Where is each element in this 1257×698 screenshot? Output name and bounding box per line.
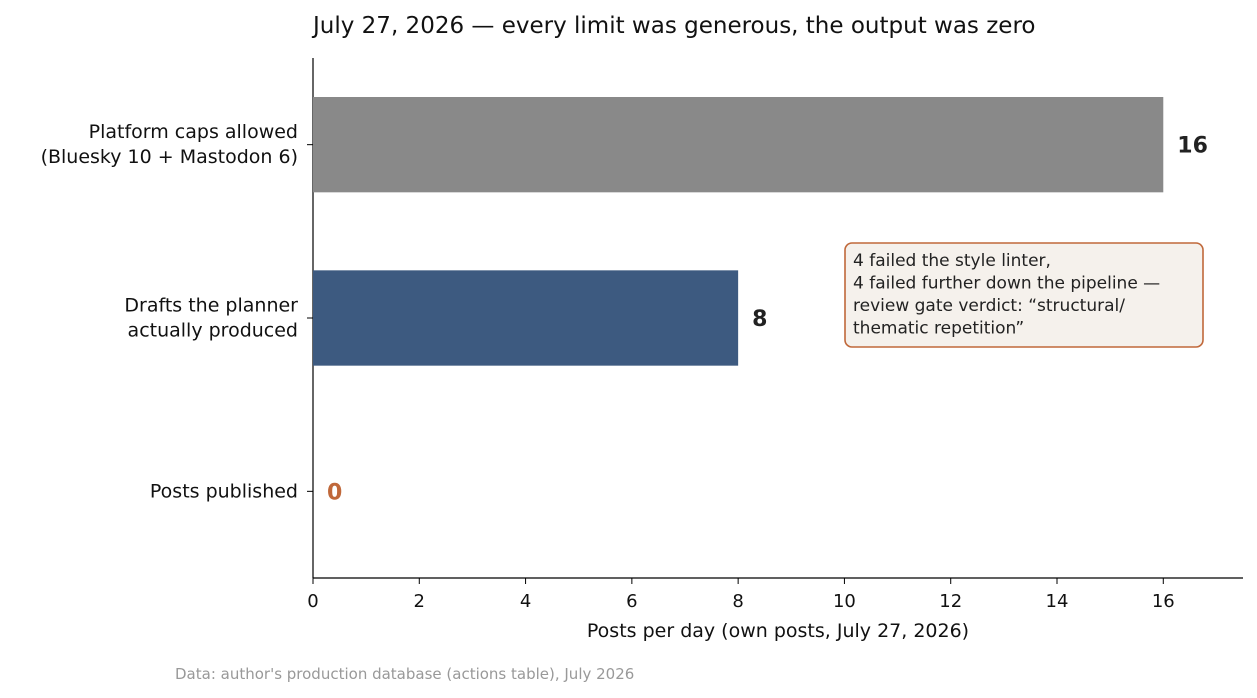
x-tick-label-4: 8 <box>732 591 743 612</box>
annotation-frame <box>844 242 1204 348</box>
value-label-2: 0 <box>327 480 342 505</box>
annotation-line-0: 4 failed the style linter, <box>853 251 1051 271</box>
annotation-line-1: 4 failed further down the pipeline — <box>853 274 1160 294</box>
x-tick-label-1: 2 <box>414 591 425 612</box>
bar-0 <box>313 97 1164 193</box>
y-tick-label-1: Drafts the planner actually produced <box>124 295 298 342</box>
x-tick-label-2: 4 <box>520 591 531 612</box>
x-tick-label-6: 12 <box>939 591 962 612</box>
annotation-line-3: thematic repetition” <box>853 319 1024 339</box>
x-tick-label-8: 16 <box>1152 591 1175 612</box>
x-tick-label-0: 0 <box>307 591 318 612</box>
plot-area: Platform caps allowed (Bluesky 10 + Masto… <box>41 58 1243 612</box>
bar-1 <box>313 270 739 366</box>
annotation-line-2: review gate verdict: “structural/ <box>853 296 1125 316</box>
value-label-1: 8 <box>752 307 767 332</box>
source-note: Data: author's production database (acti… <box>175 665 634 683</box>
y-tick-label-0: Platform caps allowed (Bluesky 10 + Masto… <box>41 121 298 168</box>
x-tick-label-3: 6 <box>626 591 637 612</box>
x-tick-label-5: 10 <box>833 591 856 612</box>
chart-title: July 27, 2026 — every limit was generous… <box>311 13 1035 39</box>
value-label-0: 16 <box>1177 134 1208 159</box>
annotation-box: 4 failed the style linter, 4 failed furth… <box>844 242 1204 348</box>
y-tick-label-2: Posts published <box>150 480 298 502</box>
x-axis-label: Posts per day (own posts, July 27, 2026) <box>587 620 969 642</box>
x-tick-label-7: 14 <box>1046 591 1069 612</box>
